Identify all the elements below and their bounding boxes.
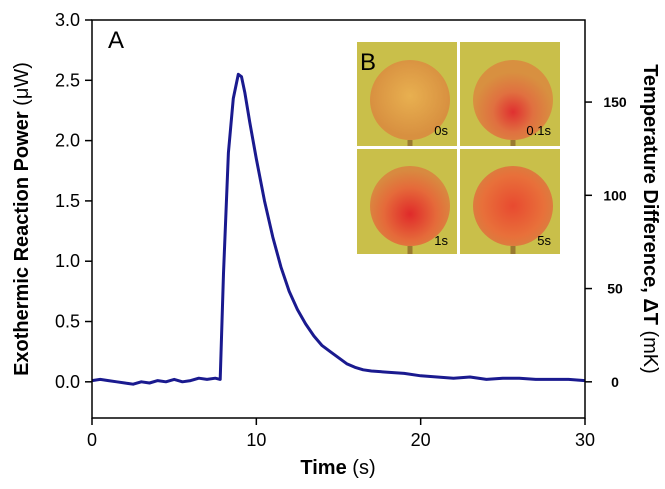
inset-channels (407, 140, 516, 254)
y-tick-label: 1.0 (55, 251, 80, 271)
y-tick-label: 0.5 (55, 312, 80, 332)
y-tick-label: 0.0 (55, 372, 80, 392)
inset-label: 1s (434, 233, 448, 248)
y-tick-label: 2.0 (55, 131, 80, 151)
inset-label: 5s (537, 233, 551, 248)
inset-drop (370, 60, 450, 140)
y2-label: Temperature Difference, ΔT (639, 64, 661, 325)
y-label: Exothermic Reaction Power (11, 111, 33, 376)
y-tick-label: 1.5 (55, 191, 80, 211)
x-axis-label: Time (s) (300, 457, 375, 479)
y-tick-label: 2.5 (55, 70, 80, 90)
y2-tick-label: 50 (607, 281, 623, 297)
annotation: B (360, 49, 376, 76)
annotation: A (108, 27, 124, 54)
y-axis-label: Exothermic Reaction Power (μW) (11, 62, 33, 376)
y2-axis-label: Temperature Difference, ΔT (mK) (639, 64, 661, 374)
plot-frame (91, 19, 586, 419)
inset-drop (473, 166, 553, 246)
inset-image: 0s 0.1s 1s 5s (357, 42, 560, 254)
x-tick-label: 0 (87, 430, 97, 450)
y2-unit: (mK) (639, 330, 661, 373)
data-line (91, 72, 586, 386)
x-tick-label: 30 (575, 430, 595, 450)
y-unit: (μW) (11, 62, 33, 106)
inset-label: 0s (434, 123, 448, 138)
y-tick-label: 3.0 (55, 10, 80, 30)
x-tick-label: 20 (411, 430, 431, 450)
y2-tick-label: 150 (603, 94, 627, 110)
inset-drop (370, 166, 450, 246)
inset-label: 0.1s (526, 123, 551, 138)
x-label: Time (300, 457, 346, 479)
x-unit: (s) (352, 457, 375, 479)
y2-tick-label: 0 (611, 374, 619, 390)
x-tick-label: 10 (246, 430, 266, 450)
y2-tick-label: 100 (603, 187, 627, 203)
inset-drop (473, 60, 553, 140)
